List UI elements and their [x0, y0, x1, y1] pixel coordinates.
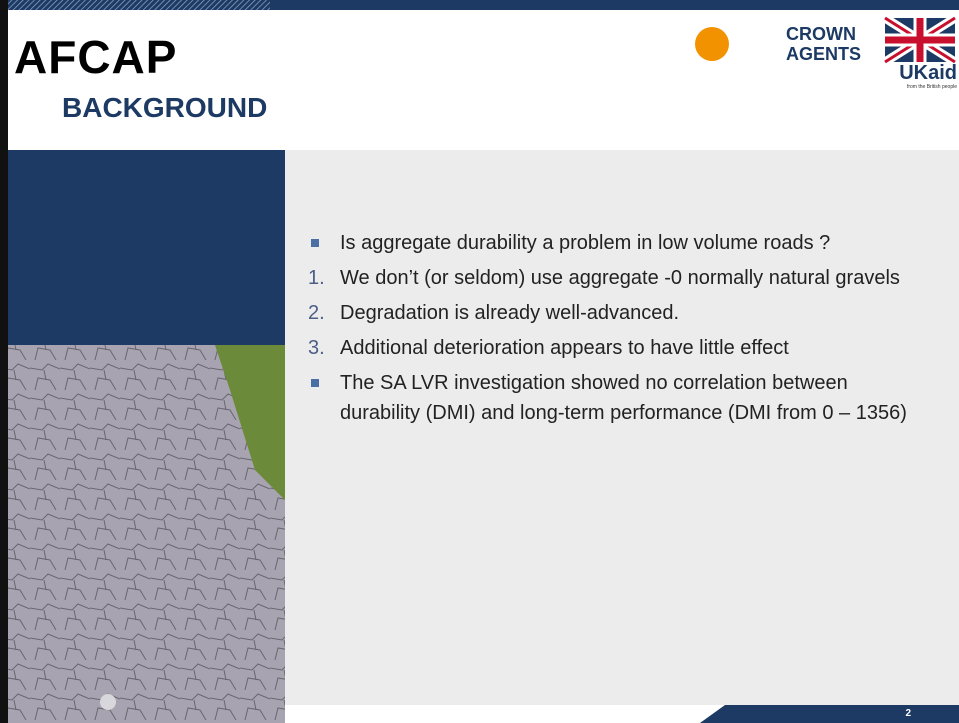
- item-text: Is aggregate durability a problem in low…: [340, 232, 830, 254]
- slide: AFCAP BACKGROUND CROWN AGENTS UKaid from…: [0, 0, 959, 723]
- bullet-square: [311, 239, 319, 247]
- item-number: 3.: [308, 333, 325, 363]
- logo-tagline: from the British people: [907, 84, 957, 90]
- item-text: Degradation is already well-advanced.: [340, 302, 679, 324]
- item-number: 2.: [308, 298, 325, 328]
- item-text: The SA LVR investigation showed no corre…: [340, 372, 907, 424]
- logo-line: AGENTS: [786, 44, 861, 64]
- list-item: 3. Additional deterioration appears to ha…: [308, 333, 928, 363]
- logo-ukaid: UKaid: [899, 62, 957, 85]
- list-item: The SA LVR investigation showed no corre…: [308, 368, 928, 428]
- bullet-square: [311, 379, 319, 387]
- section-title: BACKGROUND: [62, 92, 267, 124]
- item-number: 1.: [308, 263, 325, 293]
- list-item: 1. We don’t (or seldom) use aggregate -0 …: [308, 263, 928, 293]
- logo-line: CROWN: [786, 24, 861, 44]
- item-text: Additional deterioration appears to have…: [340, 337, 789, 359]
- item-text: We don’t (or seldom) use aggregate -0 no…: [340, 267, 900, 289]
- bullet-list: Is aggregate durability a problem in low…: [308, 228, 928, 433]
- page-number: 2: [905, 708, 911, 719]
- list-item: Is aggregate durability a problem in low…: [308, 228, 928, 258]
- brand: AFCAP: [14, 30, 177, 84]
- logo-text: CROWN AGENTS: [786, 24, 861, 64]
- list-item: 2. Degradation is already well-advanced.: [308, 298, 928, 328]
